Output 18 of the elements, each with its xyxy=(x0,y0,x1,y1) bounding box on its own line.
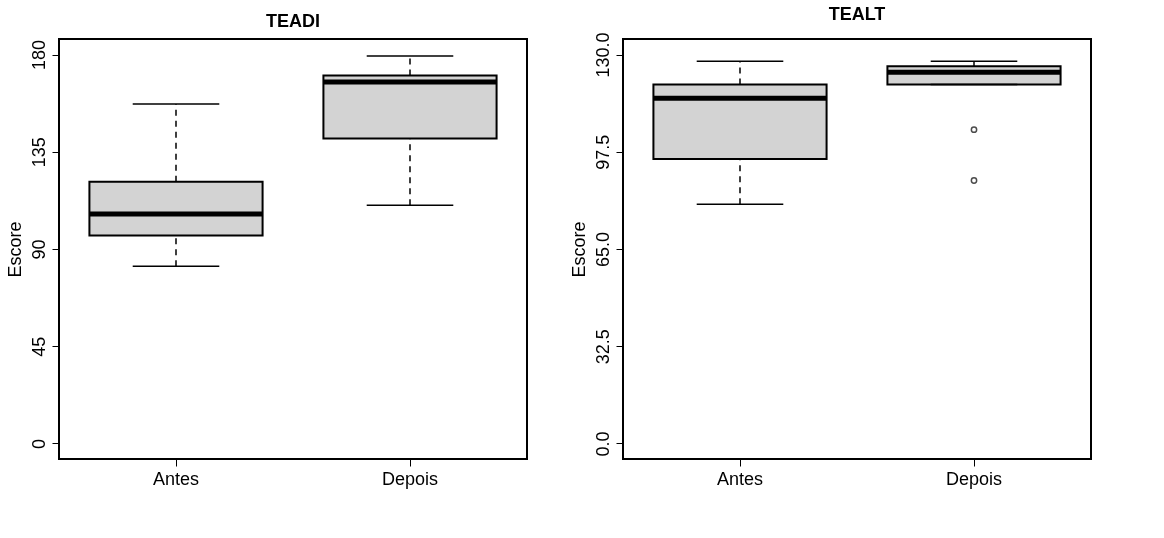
chart-title: TEALT xyxy=(828,4,886,25)
y-tick-label: 130.0 xyxy=(592,32,613,78)
x-tick-label: Antes xyxy=(152,468,200,489)
y-tick-label: 32.5 xyxy=(592,329,613,365)
y-tick-label: 45 xyxy=(28,336,49,357)
y-axis-title: Escore xyxy=(4,221,25,278)
y-axis-title: Escore xyxy=(568,221,589,278)
y-tick-label: 0 xyxy=(28,438,49,449)
x-tick-label: Depois xyxy=(381,468,439,489)
y-tick-label: 135 xyxy=(28,137,49,168)
chart-title: TEADI xyxy=(266,11,320,31)
y-tick-label: 97.5 xyxy=(592,134,613,170)
y-tick-label: 90 xyxy=(28,239,49,260)
y-tick-label: 0.0 xyxy=(592,431,613,457)
y-tick-label: 180 xyxy=(28,40,49,71)
x-tick-label: Antes xyxy=(716,468,764,489)
y-tick-label: 65.0 xyxy=(592,231,613,268)
x-tick-label: Depois xyxy=(945,468,1003,489)
